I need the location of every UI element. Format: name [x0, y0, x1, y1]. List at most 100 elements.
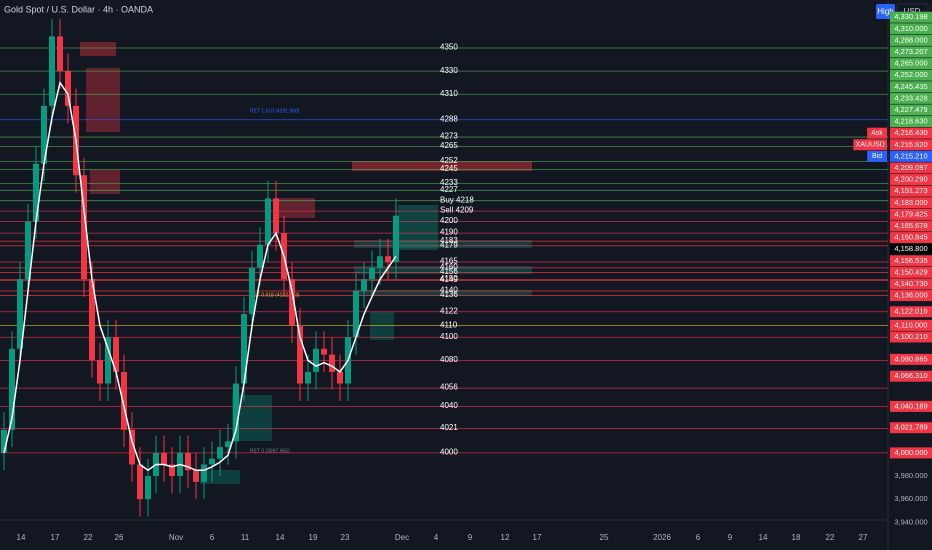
level-label: 4040 — [440, 401, 458, 410]
level-label: 4330 — [440, 66, 458, 75]
candle-body — [337, 371, 343, 384]
time-label: 26 — [115, 533, 124, 542]
candle-body — [265, 198, 271, 245]
time-label: Dec — [395, 533, 409, 542]
price-label-box — [890, 422, 932, 434]
candle-body — [201, 464, 207, 482]
candle-body — [9, 348, 15, 430]
price-label-box — [890, 255, 932, 267]
price-tag-box — [853, 139, 887, 151]
price-label: 4,215.820 — [894, 140, 927, 149]
level-label: 4265 — [440, 141, 458, 150]
zone — [398, 205, 438, 250]
level-label: 4190 — [440, 228, 458, 237]
time-label: 9 — [468, 533, 473, 542]
time-label: 9 — [728, 533, 733, 542]
price-label-box — [890, 370, 932, 382]
price-label-box — [890, 353, 932, 365]
candle-body — [25, 221, 31, 280]
price-label: 4,330.198 — [894, 12, 927, 21]
high-button-label[interactable]: High — [877, 7, 893, 16]
candle-body — [49, 36, 55, 106]
candle-body — [393, 215, 399, 263]
price-label: 4,233.428 — [894, 93, 927, 102]
price-label-box — [890, 46, 932, 58]
time-label: 14 — [759, 533, 768, 542]
price-label: 4,080.865 — [894, 354, 927, 363]
price-label-box — [890, 400, 932, 412]
price-label: 4,110.000 — [895, 320, 928, 329]
price-label: 4,200.290 — [894, 175, 927, 184]
price-label-box — [890, 306, 932, 318]
zone — [354, 240, 532, 248]
zone — [86, 68, 120, 132]
time-label: 27 — [859, 533, 868, 542]
level-label: Buy 4218 — [440, 195, 474, 204]
price-label-box — [890, 139, 932, 151]
time-label: 11 — [241, 533, 250, 542]
level-label: 4156 — [440, 267, 458, 276]
candle-body — [137, 464, 143, 500]
level-label: 4100 — [440, 332, 458, 341]
price-label-box — [890, 516, 932, 528]
candle-body — [321, 348, 327, 355]
price-label: 4,191.273 — [894, 186, 927, 195]
price-label-box — [890, 243, 932, 255]
time-label: 12 — [501, 533, 510, 542]
price-label-box — [890, 92, 932, 104]
level-label: 4122 — [440, 306, 458, 315]
time-label: 22 — [84, 533, 93, 542]
price-label: 4,179.425 — [894, 209, 927, 218]
price-label-box — [890, 319, 932, 331]
time-label: 18 — [792, 533, 801, 542]
price-label: 4,215.210 — [894, 151, 927, 160]
level-label: 4160 — [440, 262, 458, 271]
time-label: 23 — [341, 533, 350, 542]
time-label: 22 — [826, 533, 835, 542]
level-label: 4165 — [440, 257, 458, 266]
candle-body — [225, 441, 231, 448]
price-tag: XAUUSD — [856, 142, 885, 149]
price-label-box — [890, 447, 932, 459]
price-label-box — [890, 290, 932, 302]
price-tag-box — [867, 150, 887, 162]
candle-body — [89, 279, 95, 361]
price-label: 3,960.000 — [894, 494, 927, 503]
price-label-box — [890, 266, 932, 278]
candle-body — [353, 290, 359, 338]
candle-body — [289, 279, 295, 326]
price-label: 4,122.016 — [894, 307, 927, 316]
candle-body — [41, 105, 47, 164]
time-label: 17 — [533, 533, 542, 542]
candle-body — [169, 464, 175, 477]
price-label: 4,158.800 — [894, 244, 927, 253]
candle-body — [257, 244, 263, 268]
level-label: 4150 — [440, 274, 458, 283]
price-label-box — [890, 81, 932, 93]
time-label: 14 — [17, 533, 26, 542]
time-label: 2026 — [653, 533, 671, 542]
price-label: 4,218.630 — [894, 117, 927, 126]
candle-body — [113, 337, 119, 372]
candle-body — [145, 476, 151, 500]
price-label-box — [890, 220, 932, 232]
price-label-box — [890, 34, 932, 46]
candle-body — [361, 279, 367, 291]
price-label: 4,265.000 — [894, 59, 927, 68]
candle-body — [33, 163, 39, 222]
price-label-box — [890, 208, 932, 220]
currency-button-label[interactable]: USD — [904, 7, 921, 16]
candle-body — [121, 371, 127, 430]
price-label: 4,310.000 — [894, 24, 927, 33]
price-label: 4,165.678 — [894, 221, 927, 230]
level-label: 4140 — [440, 286, 458, 295]
level-label: 4350 — [440, 43, 458, 52]
level-label: 4273 — [440, 132, 458, 141]
zone — [354, 266, 532, 274]
fib-label: RET 0.618 (4132.953) — [250, 292, 300, 298]
price-label: 4,252.000 — [894, 70, 927, 79]
price-label: 4,183.000 — [894, 198, 927, 207]
candle-body — [193, 470, 199, 482]
level-label: 4000 — [440, 448, 458, 457]
level-label: 4021 — [440, 423, 458, 432]
